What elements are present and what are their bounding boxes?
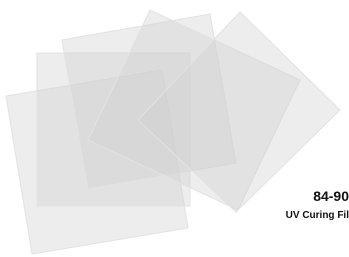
product-code: 84-90 <box>313 188 349 204</box>
product-name: UV Curing Fil <box>286 210 349 221</box>
page: 84-90 UV Curing Fil (() => { const data … <box>0 0 349 257</box>
product-image: 84-90 UV Curing Fil <box>0 0 349 257</box>
